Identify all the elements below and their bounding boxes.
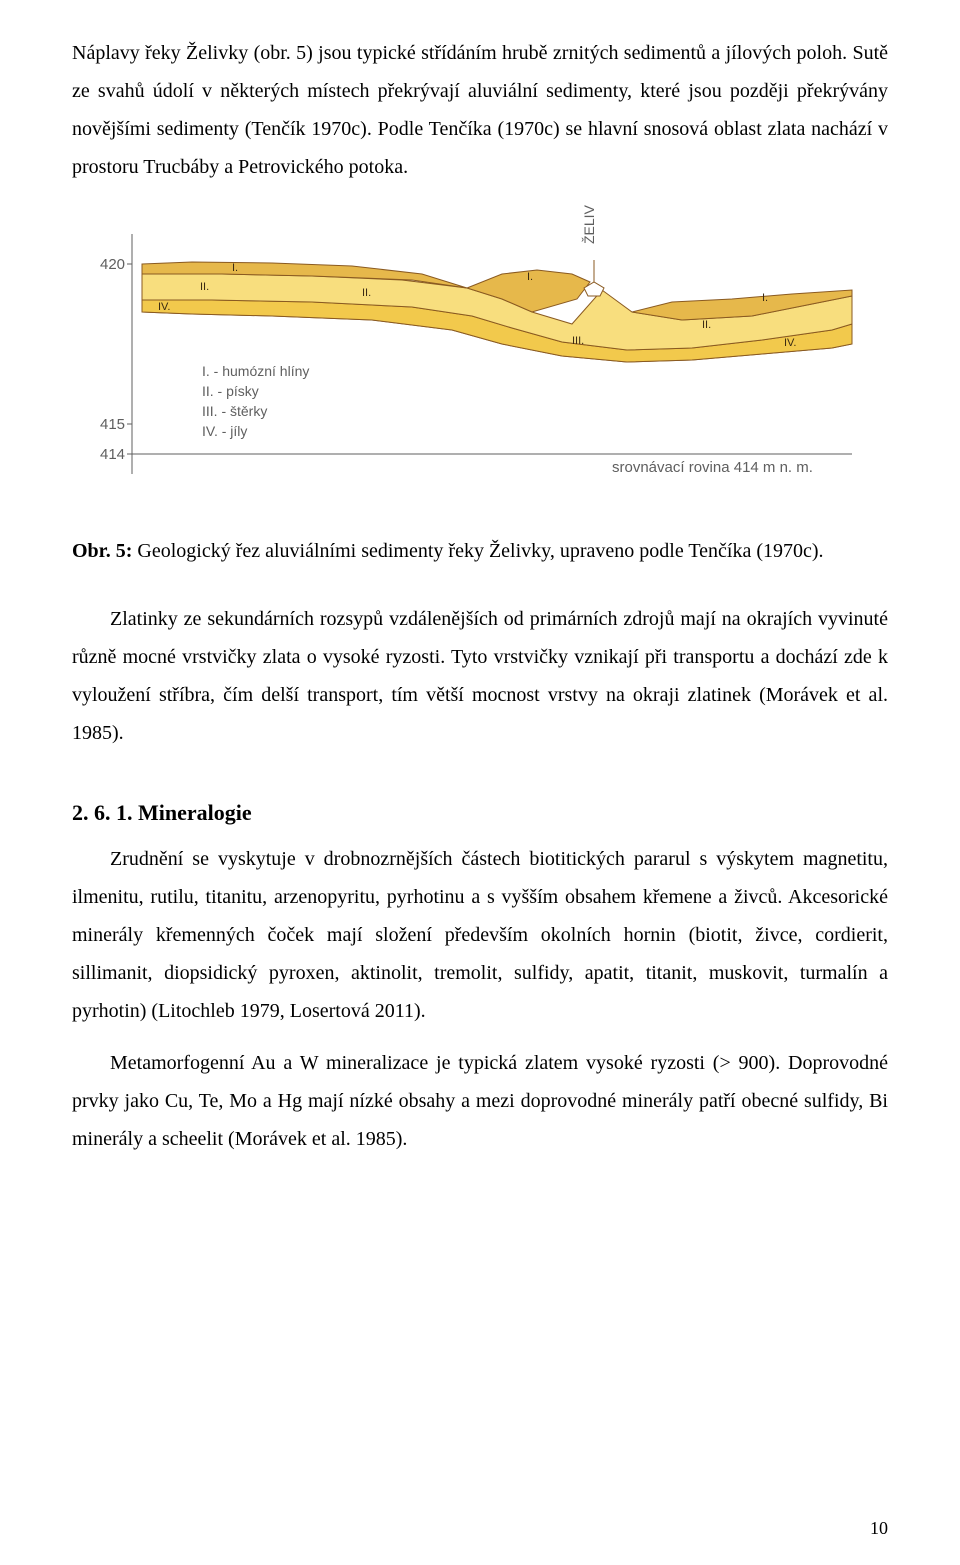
svg-text:I.: I. [527, 271, 533, 283]
svg-text:III.: III. [572, 335, 584, 347]
caption-text: Geologický řez aluviálními sedimenty řek… [132, 540, 823, 562]
figure-5-caption: Obr. 5: Geologický řez aluviálními sedim… [72, 532, 888, 570]
ytick-415: 415 [100, 416, 125, 433]
legend-II: II. - písky [202, 383, 259, 399]
legend-IV: IV. - jíly [202, 423, 247, 439]
svg-text:II.: II. [200, 281, 209, 293]
section-heading: 2. 6. 1. Mineralogie [72, 800, 888, 826]
svg-text:II.: II. [702, 319, 711, 331]
paragraph-1: Náplavy řeky Želivky (obr. 5) jsou typic… [72, 34, 888, 186]
svg-text:IV.: IV. [158, 301, 170, 313]
caption-label: Obr. 5: [72, 540, 132, 562]
paragraph-2: Zlatinky ze sekundárních rozsypů vzdálen… [72, 600, 888, 752]
svg-text:I.: I. [762, 292, 768, 304]
paragraph-4: Metamorfogenní Au a W mineralizace je ty… [72, 1044, 888, 1158]
river-label: ŽELIVKA [581, 204, 597, 244]
paragraph-3: Zrudnění se vyskytuje v drobnozrnějších … [72, 840, 888, 1030]
figure-5-wrap: 420 415 414 srovnávací rovina 414 m n. m… [72, 204, 888, 504]
svg-text:IV.: IV. [784, 337, 796, 349]
legend-I: I. - humózní hlíny [202, 363, 309, 379]
baseline-text: srovnávací rovina 414 m n. m. [612, 459, 813, 476]
page-number: 10 [870, 1518, 888, 1539]
page: Náplavy řeky Želivky (obr. 5) jsou typic… [0, 0, 960, 1565]
figure-5: 420 415 414 srovnávací rovina 414 m n. m… [72, 204, 888, 504]
legend-III: III. - štěrky [202, 403, 267, 419]
svg-text:II.: II. [362, 287, 371, 299]
ytick-420: 420 [100, 256, 125, 273]
svg-text:I.: I. [232, 262, 238, 274]
ytick-414: 414 [100, 446, 125, 463]
figure-5-svg: 420 415 414 srovnávací rovina 414 m n. m… [72, 204, 888, 504]
